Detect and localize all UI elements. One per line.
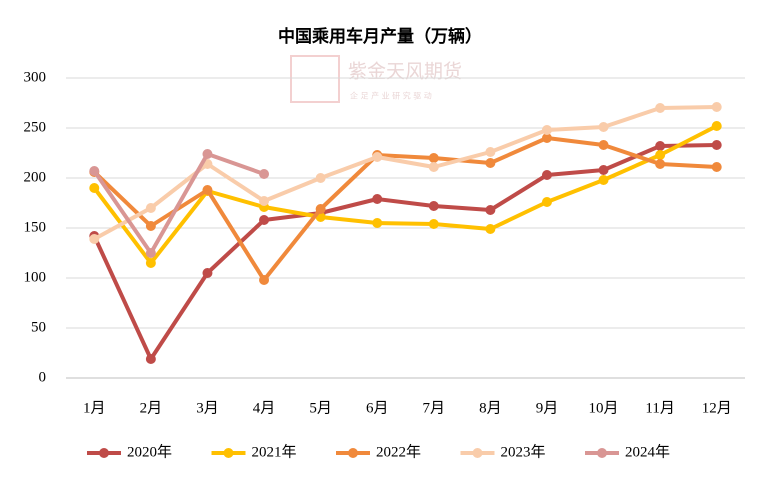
legend-marker <box>597 448 607 458</box>
x-tick-label: 6月 <box>366 400 389 416</box>
x-tick-label: 10月 <box>589 400 619 416</box>
data-point <box>655 159 666 169</box>
x-tick-label: 12月 <box>702 400 732 416</box>
x-tick-label: 5月 <box>309 400 332 416</box>
data-point <box>372 194 383 204</box>
y-tick-label: 100 <box>24 269 47 285</box>
x-tick-label: 7月 <box>423 400 446 416</box>
data-point <box>145 258 156 268</box>
y-tick-label: 250 <box>24 119 47 135</box>
data-point <box>711 140 722 150</box>
watermark-logo <box>290 55 340 103</box>
data-point <box>89 234 100 244</box>
series-line <box>92 152 265 255</box>
data-point <box>541 125 552 135</box>
data-point <box>428 162 439 172</box>
data-point <box>428 153 439 163</box>
data-point <box>485 158 496 168</box>
x-tick-label: 1月 <box>83 400 106 416</box>
data-point <box>259 275 270 285</box>
series-line <box>92 143 717 361</box>
legend-label: 2020年 <box>127 443 172 460</box>
data-point <box>655 103 666 113</box>
data-point <box>202 185 213 195</box>
series-line <box>92 136 717 282</box>
data-point <box>372 218 383 228</box>
data-point <box>89 183 100 193</box>
data-point <box>541 170 552 180</box>
data-point <box>711 121 722 131</box>
chart-title: 中国乘用车月产量（万辆） <box>278 26 482 47</box>
x-tick-label: 9月 <box>536 400 559 416</box>
data-point <box>259 196 270 206</box>
data-point <box>372 152 383 162</box>
data-point <box>315 173 326 183</box>
data-point <box>598 165 609 175</box>
data-point <box>485 205 496 215</box>
series-line <box>92 124 718 265</box>
x-tick-label: 8月 <box>479 400 502 416</box>
watermark-subtitle: 企 足 产 业 研 究 驱 动 <box>350 91 432 101</box>
data-point <box>259 215 270 225</box>
data-point <box>259 169 270 179</box>
data-point <box>485 147 496 157</box>
y-tick-label: 0 <box>39 369 47 385</box>
data-point <box>598 175 609 185</box>
data-point <box>89 166 100 176</box>
legend-label: 2021年 <box>252 443 297 460</box>
x-tick-label: 11月 <box>645 400 674 416</box>
x-tick-label: 2月 <box>140 400 163 416</box>
legend-label: 2023年 <box>501 443 546 460</box>
data-point <box>145 203 156 213</box>
data-point <box>655 150 666 160</box>
data-point <box>485 224 496 234</box>
y-tick-label: 200 <box>24 169 47 185</box>
y-tick-label: 300 <box>24 69 47 85</box>
watermark: 紫金天风期货 <box>348 61 462 83</box>
legend-label: 2024年 <box>625 443 670 460</box>
y-tick-label: 50 <box>31 319 46 335</box>
x-tick-label: 3月 <box>196 400 219 416</box>
data-point <box>711 162 722 172</box>
legend-marker <box>348 448 358 458</box>
x-tick-label: 4月 <box>253 400 276 416</box>
legend-marker <box>472 448 483 458</box>
data-point <box>541 133 552 143</box>
data-point <box>598 122 609 132</box>
data-point <box>202 149 213 159</box>
data-point <box>428 219 439 229</box>
data-point <box>598 140 609 150</box>
data-point <box>145 248 156 258</box>
legend-label: 2022年 <box>376 443 421 460</box>
data-point <box>145 354 156 364</box>
data-point <box>428 201 439 211</box>
data-point <box>202 268 213 278</box>
y-tick-label: 150 <box>24 219 47 235</box>
legend-marker <box>99 448 109 458</box>
data-point <box>655 141 666 151</box>
data-point <box>711 102 722 112</box>
data-point <box>145 221 156 231</box>
data-point <box>541 197 552 207</box>
data-point <box>315 204 326 214</box>
legend-marker <box>223 448 234 458</box>
